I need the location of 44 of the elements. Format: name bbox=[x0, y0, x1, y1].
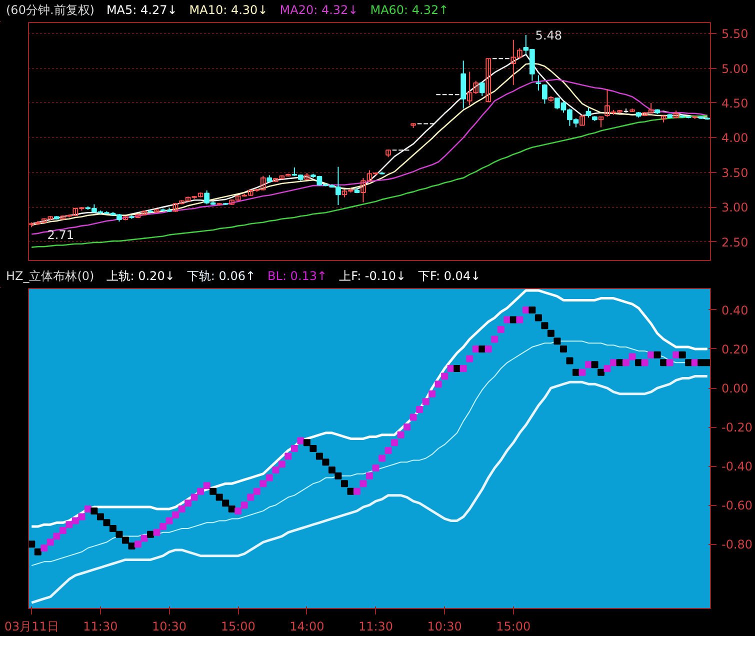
text: MA60: 4.32↑ bbox=[370, 3, 449, 17]
annotation: 2.71 bbox=[47, 228, 74, 242]
candlestick bbox=[580, 114, 585, 126]
y-tick-label: 3.50 bbox=[722, 166, 748, 180]
y-tick-label: 0.20 bbox=[722, 342, 748, 356]
text: 上轨: 0.20↓ bbox=[106, 269, 175, 283]
text: MA10: 4.30↓ bbox=[189, 3, 268, 17]
candlestick bbox=[586, 107, 592, 118]
y-tick-label: 5.50 bbox=[722, 27, 748, 42]
y-tick-label: -0.20 bbox=[722, 420, 753, 435]
text: 上F: -0.10↓ bbox=[339, 269, 406, 283]
y-tick-label: 2.50 bbox=[722, 235, 748, 250]
line-series bbox=[30, 289, 709, 528]
text: MA20: 4.32↓ bbox=[280, 3, 358, 17]
y-tick-label: 5.00 bbox=[722, 62, 748, 76]
candlestick bbox=[486, 58, 492, 102]
text: MA5: 4.27↓ bbox=[106, 3, 178, 17]
text: BL: 0.13↑ bbox=[268, 269, 328, 283]
chart-title: (60分钟.前复权) bbox=[6, 3, 94, 17]
x-tick-label: 14:00 bbox=[290, 620, 324, 634]
text: 下轨: 0.06↑ bbox=[186, 269, 256, 283]
x-tick-label: 15:00 bbox=[220, 620, 256, 634]
x-tick-label: 15:00 bbox=[496, 620, 531, 634]
x-tick-label: 11:30 bbox=[83, 620, 118, 634]
y-tick-label: 4.00 bbox=[722, 131, 748, 146]
y-tick-label: 4.50 bbox=[722, 96, 748, 110]
x-tick-label: 10:30 bbox=[427, 620, 462, 634]
x-tick-label: 10:30 bbox=[152, 620, 187, 634]
chart-title: HZ_立体布林(0) bbox=[6, 269, 94, 283]
candlestick bbox=[598, 116, 604, 128]
line-series bbox=[30, 375, 709, 604]
y-tick-label: -0.80 bbox=[722, 538, 753, 552]
y-tick-label: 0.00 bbox=[722, 382, 748, 396]
y-tick-label: -0.60 bbox=[722, 498, 753, 513]
text: 下F: 0.04↓ bbox=[418, 269, 481, 283]
x-tick-label: 03月11日 bbox=[4, 620, 59, 634]
candlestick bbox=[536, 74, 542, 91]
annotation: 5.48 bbox=[535, 28, 562, 42]
y-tick-label: -0.40 bbox=[722, 460, 753, 474]
y-tick-label: 3.00 bbox=[722, 200, 748, 215]
candlestick bbox=[479, 82, 485, 97]
x-tick-label: 11:30 bbox=[358, 620, 394, 634]
y-tick-label: 0.40 bbox=[722, 303, 748, 318]
candlestick bbox=[542, 84, 548, 104]
